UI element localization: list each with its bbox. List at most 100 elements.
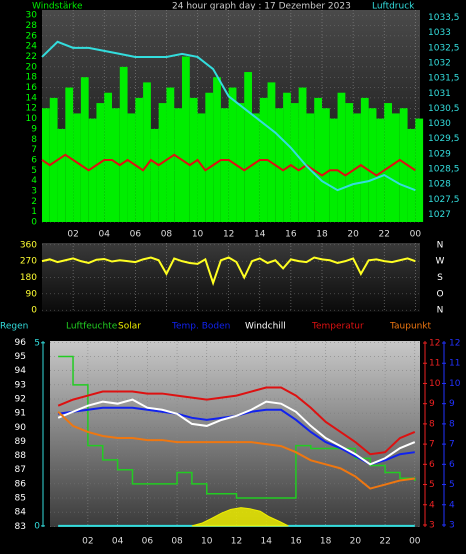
y2-tick-label: 1030,5 [428, 104, 460, 114]
bar [384, 103, 392, 222]
bar [135, 97, 144, 222]
y-tick-label: 92 [15, 394, 26, 404]
y2-tick-label: 3 [429, 520, 435, 530]
y2-tick-label: 1027,5 [428, 195, 460, 205]
bar [143, 82, 151, 222]
bar [283, 92, 291, 222]
legend-label: Temperatur [311, 322, 364, 332]
y-tick-label: 2 [31, 197, 37, 207]
x-tick-label: 12 [223, 230, 234, 240]
bar [189, 97, 198, 222]
bar [150, 128, 159, 222]
y-tick-label: 360 [20, 240, 37, 250]
compass-label: O [436, 289, 443, 299]
x-tick-label: 14 [260, 537, 272, 547]
y-tick-label: 3 [31, 186, 37, 196]
bar [368, 108, 377, 222]
y-tick-label: 20 [26, 62, 38, 72]
plot-area [50, 341, 420, 527]
x-tick-label: 20 [347, 230, 359, 240]
y4-tick-label: 9 [449, 399, 455, 409]
bar [213, 77, 221, 222]
x-tick-label: 08 [171, 537, 183, 547]
bar [166, 87, 175, 222]
x-tick-label: 12 [231, 537, 242, 547]
x-tick-label: 18 [320, 537, 332, 547]
bar [205, 92, 214, 222]
bar [337, 92, 346, 222]
y2-tick-label: 11 [429, 359, 440, 369]
x-tick-label: 16 [285, 230, 297, 240]
bar [244, 72, 252, 222]
line [41, 256, 416, 287]
bar [314, 97, 322, 222]
y-tick-label: 7 [31, 145, 37, 155]
x-tick-label: 06 [142, 537, 154, 547]
bar [345, 103, 354, 222]
x-tick-label: 06 [130, 230, 142, 240]
x-tick-label: 04 [112, 537, 124, 547]
y-tick-label: 8 [31, 135, 37, 145]
y2-tick-label: 12 [429, 339, 440, 349]
legend-label: Luftdruck [372, 2, 415, 12]
bar [298, 87, 307, 222]
line [41, 40, 416, 192]
y2-tick-label: 1033 [428, 28, 451, 38]
bar [360, 97, 369, 222]
compass-label: S [437, 273, 443, 283]
x-tick-label: 10 [192, 230, 204, 240]
bar [119, 66, 128, 222]
x-tick-label: 22 [379, 537, 390, 547]
y-tick-label: 95 [15, 352, 26, 362]
y2-tick-label: 8 [429, 419, 435, 429]
bar [322, 108, 330, 222]
bar [267, 82, 276, 222]
legend-label: Temp. Boden [171, 322, 230, 332]
compass-label: N [437, 240, 444, 250]
y-tick-label: 270 [20, 257, 37, 267]
x-tick-label: 22 [378, 230, 389, 240]
y2-tick-label: 6 [429, 460, 435, 470]
y-tick-label: 85 [15, 494, 26, 504]
bar [174, 108, 182, 222]
y-tick-label: 84 [15, 508, 27, 518]
x-tick-label: 02 [67, 230, 78, 240]
legend-label: Windstärke [32, 2, 83, 12]
x-tick-label: 02 [82, 537, 93, 547]
x-tick-label: 04 [98, 230, 110, 240]
y-tick-label: 86 [15, 479, 27, 489]
legend-label: Luftfeuchte [66, 322, 118, 332]
bar [415, 118, 424, 222]
line [57, 411, 415, 490]
y-tick-label: 22 [26, 52, 37, 62]
bar [57, 128, 66, 222]
y4-tick-label: 7 [449, 440, 455, 450]
y4-tick-label: 3 [449, 520, 455, 530]
bar [88, 118, 97, 222]
x-tick-label: 08 [161, 230, 173, 240]
x-tick-label: 10 [201, 537, 213, 547]
area [191, 507, 289, 527]
x-tick-label: 16 [290, 537, 302, 547]
bar [407, 128, 416, 222]
bar [290, 103, 299, 222]
y4-tick-label: 5 [449, 480, 455, 490]
y4-tick-label: 8 [449, 419, 455, 429]
y-tick-label: 0 [31, 306, 37, 316]
y-tick-label: 1 [31, 207, 37, 217]
bar [104, 92, 112, 222]
bar [399, 108, 408, 222]
bar [73, 113, 81, 222]
x-tick-label: 20 [350, 537, 362, 547]
y-tick-label: 90 [26, 289, 38, 299]
compass-label: N [437, 306, 444, 316]
y2-tick-label: 7 [429, 440, 435, 450]
y2-tick-label: 1028,5 [428, 165, 460, 175]
y2-tick-label: 5 [429, 480, 435, 490]
y-tick-label: 10 [26, 114, 38, 124]
y-tick-label: 180 [20, 273, 37, 283]
y-tick-label: 14 [26, 93, 38, 103]
y-tick-label: 4 [31, 176, 37, 186]
bar [392, 113, 400, 222]
